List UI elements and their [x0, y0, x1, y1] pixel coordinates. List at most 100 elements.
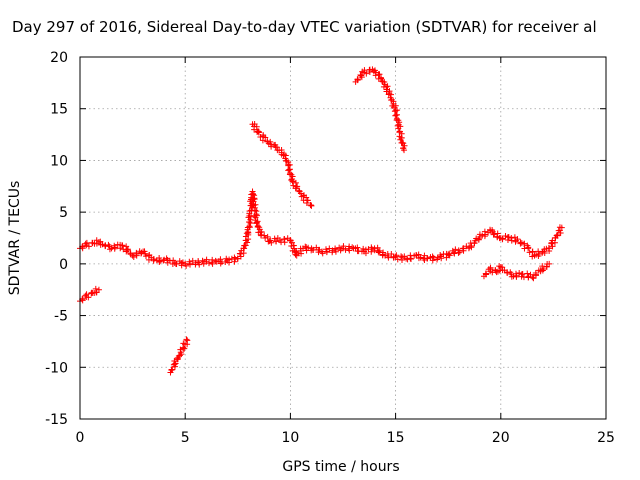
- data-point: [292, 179, 299, 186]
- data-point: [378, 75, 385, 82]
- chart-title: Day 297 of 2016, Sidereal Day-to-day VTE…: [12, 18, 597, 36]
- data-point: [468, 243, 475, 250]
- data-point: [253, 123, 260, 130]
- data-point: [516, 269, 523, 276]
- data-point: [490, 231, 497, 238]
- y-tick-label: 10: [50, 153, 68, 169]
- data-point: [417, 254, 424, 261]
- data-point: [399, 257, 406, 264]
- data-point: [543, 263, 550, 270]
- data-point: [273, 144, 280, 151]
- data-point: [415, 251, 422, 258]
- data-point: [332, 248, 339, 255]
- data-point: [529, 274, 536, 281]
- data-point: [483, 271, 490, 278]
- data-point: [354, 77, 361, 84]
- data-point: [251, 196, 258, 203]
- data-point: [130, 254, 137, 261]
- data-point: [363, 70, 370, 77]
- data-point: [372, 72, 379, 79]
- x-tick-label: 10: [281, 430, 299, 446]
- data-point: [209, 260, 216, 267]
- data-point: [199, 257, 206, 264]
- data-point: [354, 244, 361, 251]
- data-point: [530, 275, 537, 282]
- data-point: [342, 246, 349, 253]
- data-point: [362, 246, 369, 253]
- data-point: [452, 246, 459, 253]
- data-point: [196, 261, 203, 268]
- data-point: [119, 242, 126, 249]
- data-point: [310, 246, 317, 253]
- data-point: [349, 244, 356, 251]
- data-point: [323, 249, 330, 256]
- data-point: [157, 258, 164, 265]
- data-point: [513, 272, 520, 279]
- y-tick-label: -15: [45, 412, 68, 428]
- data-point: [241, 242, 248, 249]
- y-tick-label: 0: [59, 257, 68, 273]
- x-tick-label: 20: [492, 430, 510, 446]
- data-point: [475, 236, 482, 243]
- data-point: [398, 139, 405, 146]
- data-point: [203, 256, 210, 263]
- data-point: [384, 83, 391, 90]
- data-point: [183, 336, 190, 343]
- data-point: [558, 224, 565, 231]
- data-point: [332, 245, 339, 252]
- data-point: [368, 246, 375, 253]
- data-point: [545, 244, 552, 251]
- data-point: [234, 255, 241, 262]
- axis-ticks: 0 5 10 15 20 25 -15 -10 -5 0 5 10 15 20: [45, 50, 615, 446]
- data-point: [487, 264, 494, 271]
- data-point: [205, 260, 212, 267]
- data-point: [549, 243, 556, 250]
- plot-frame: [79, 56, 607, 420]
- x-tick-label: 5: [181, 430, 190, 446]
- data-point: [253, 220, 260, 227]
- x-tick-label: 25: [597, 430, 615, 446]
- data-point: [289, 178, 296, 185]
- y-axis-label: SDTVAR / TECUs: [7, 181, 23, 296]
- y-tick-label: -5: [54, 309, 68, 325]
- data-point: [141, 248, 148, 255]
- data-point: [319, 250, 326, 257]
- data-point: [456, 249, 463, 256]
- data-point: [340, 243, 347, 250]
- data-point: [392, 102, 399, 109]
- data-point: [142, 253, 149, 260]
- data-point: [173, 260, 180, 267]
- data-point: [533, 272, 540, 279]
- data-point: [546, 260, 553, 267]
- data-point: [536, 250, 543, 257]
- data-point: [281, 239, 288, 246]
- data-point: [237, 253, 244, 260]
- grid: [80, 57, 606, 419]
- data-point: [187, 261, 194, 268]
- data-point: [517, 239, 524, 246]
- data-point: [249, 190, 256, 197]
- data-point: [374, 244, 381, 251]
- data-point: [308, 202, 315, 209]
- data-point: [105, 241, 112, 248]
- data-point: [421, 256, 428, 263]
- data-point: [539, 267, 546, 274]
- data-point: [304, 197, 311, 204]
- data-point: [305, 244, 312, 251]
- data-point: [514, 236, 521, 243]
- data-point: [358, 74, 365, 81]
- x-axis-label: GPS time / hours: [282, 459, 399, 475]
- data-point: [393, 252, 400, 259]
- data-point: [83, 239, 90, 246]
- data-point: [256, 224, 263, 231]
- data-point: [358, 72, 365, 79]
- data-point: [156, 255, 163, 261]
- data-point: [446, 252, 453, 259]
- data-point: [184, 337, 191, 344]
- data-point: [366, 69, 373, 76]
- data-point: [244, 224, 251, 231]
- data-point: [434, 254, 441, 261]
- data-point: [303, 199, 310, 206]
- data-point: [177, 349, 184, 356]
